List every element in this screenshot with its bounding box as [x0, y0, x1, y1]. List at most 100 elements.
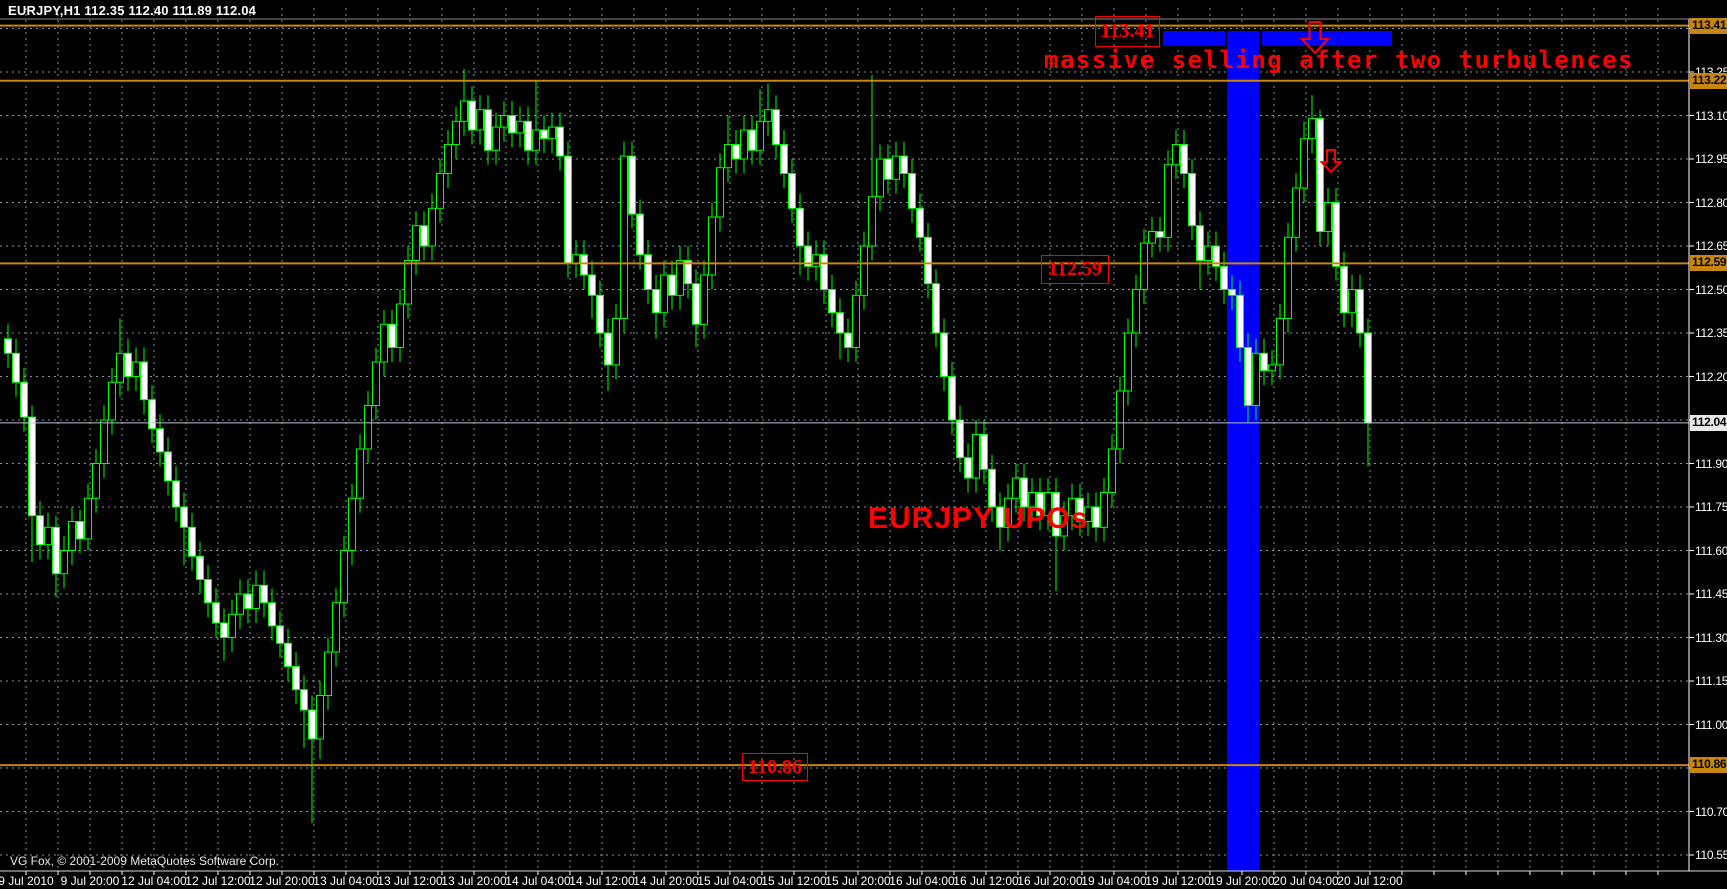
time-axis-label: 16 Jul 20:00 [1017, 874, 1083, 888]
candle-body-bull [252, 584, 260, 609]
candle-body-bear [1212, 245, 1220, 267]
blue-selloff-column [1227, 31, 1259, 871]
candle-body-bear [1076, 497, 1084, 522]
candle-body-bear [796, 207, 804, 247]
candle-body-bear [1092, 506, 1100, 528]
candle-body-bear [300, 689, 308, 711]
candle-body-bear [420, 225, 428, 247]
candle-body-bull [444, 144, 452, 174]
candle-body-bear [284, 642, 292, 667]
candle-body-bull [1172, 144, 1180, 166]
time-axis-label: 14 Jul 04:00 [505, 874, 571, 888]
price-axis-label: 111.90 [1695, 456, 1727, 471]
candle-body-bull [1108, 448, 1116, 493]
candle-body-bear [1180, 144, 1188, 174]
candle-body-bull [428, 207, 436, 247]
candle-body-bear [52, 526, 60, 575]
candle-body-bull [756, 120, 764, 151]
candle-body-bull [364, 405, 372, 450]
time-axis-label: 14 Jul 12:00 [569, 874, 635, 888]
red-down-arrow-icon [1319, 149, 1343, 174]
candle-body-bear [244, 593, 252, 609]
candle-body-bear [292, 666, 300, 691]
candle-body-bull [1268, 364, 1276, 372]
candle-body-bull [724, 144, 732, 169]
candle-body-bull [404, 260, 412, 305]
candle-body-bear [1244, 347, 1252, 406]
candle-body-bear [964, 457, 972, 479]
candle-body-bear [804, 245, 812, 267]
candle-body-bear [524, 120, 532, 151]
candle-body-bear [900, 155, 908, 175]
price-axis-label: 112.35 [1695, 326, 1727, 340]
price-axis-label: 111.30 [1695, 630, 1727, 645]
symbol-ohlc-title: EURJPY,H1 112.35 112.40 111.89 112.04 [8, 3, 257, 18]
candle-body-bear [468, 100, 476, 131]
candle-body-bull [1068, 497, 1076, 517]
time-axis-label: 19 Jul 20:00 [1209, 874, 1275, 888]
candle-body-bear [564, 155, 572, 264]
candle-body-bear [156, 428, 164, 453]
price-axis-label: 112.65 [1695, 239, 1727, 253]
candle-body-bull [476, 109, 484, 131]
candle-body-bear [12, 352, 20, 383]
candle-body-bull [532, 129, 540, 151]
candle-body-bull [1292, 187, 1300, 238]
candle-body-bear [1228, 289, 1236, 296]
candle-body-bull [876, 158, 884, 198]
time-axis-label: 12 Jul 04:00 [121, 874, 187, 888]
candle-body-bear [836, 312, 844, 334]
time-axis-label: 15 Jul 12:00 [761, 874, 827, 888]
candle-body-bull [340, 550, 348, 604]
candle-body-bull [516, 120, 524, 134]
candle-body-bull [660, 274, 668, 314]
candle-body-bear [980, 434, 988, 470]
time-axis-label: 19 Jul 04:00 [1081, 874, 1147, 888]
candle-body-bull [116, 352, 124, 383]
candle-body-bull [1140, 242, 1148, 291]
candle-body-bear [1356, 289, 1364, 334]
candle-body-bear [820, 254, 828, 290]
candle-body-bull [1300, 138, 1308, 189]
candle-body-bear [668, 274, 676, 296]
candle-body-bear [1316, 117, 1324, 232]
candle-body-bear [1236, 294, 1244, 348]
candle-body-bull [316, 695, 324, 740]
candle-body-bear [732, 144, 740, 160]
candle-body-bull [324, 651, 332, 696]
candle-body-bull [1004, 497, 1012, 528]
time-axis-label: 13 Jul 20:00 [441, 874, 507, 888]
candle-body-bull [236, 593, 244, 615]
candle-body-bull [700, 274, 708, 325]
candle-body-bear [148, 399, 156, 430]
candle-body-bull [1012, 477, 1020, 499]
candle-body-bear [540, 129, 548, 140]
candle-body-bull [460, 100, 468, 122]
candle-body-bull [868, 196, 876, 247]
candle-body-bear [188, 526, 196, 557]
candle-body-bear [212, 602, 220, 624]
candle-body-bear [260, 584, 268, 604]
candle-body-bear [596, 294, 604, 334]
candle-body-bull [332, 602, 340, 653]
candle-body-bull [548, 126, 556, 140]
candle-body-bear [988, 468, 996, 508]
candle-body-bear [556, 126, 564, 157]
red-down-arrow-icon [1299, 21, 1331, 55]
level-price-label: 110.86 [1690, 757, 1727, 774]
candle-body-bull [132, 361, 140, 377]
candle-body-bull [1084, 506, 1092, 522]
candle-body-bear [20, 381, 28, 418]
candle-body-bull [1204, 245, 1212, 261]
candle-body-bull [396, 303, 404, 348]
candle-body-bear [1220, 265, 1228, 290]
candle-body-bull [852, 294, 860, 348]
time-axis-label: 16 Jul 04:00 [889, 874, 955, 888]
candle-body-bull [1060, 515, 1068, 537]
candle-body-bear [828, 289, 836, 314]
candle-body-bear [588, 274, 596, 296]
candle-body-bear [956, 419, 964, 459]
candle-body-bull [1276, 318, 1284, 366]
